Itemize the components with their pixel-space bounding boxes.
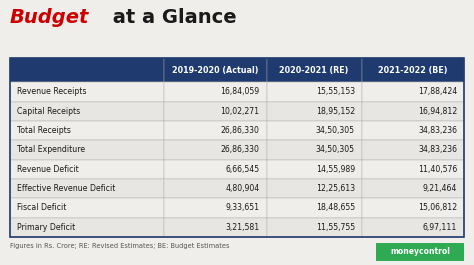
Text: Fiscal Deficit: Fiscal Deficit xyxy=(17,204,66,213)
Text: 9,21,464: 9,21,464 xyxy=(423,184,457,193)
Text: 26,86,330: 26,86,330 xyxy=(220,145,259,154)
Bar xyxy=(10,140,164,160)
Bar xyxy=(164,82,266,101)
Bar xyxy=(266,198,362,218)
Bar xyxy=(266,140,362,160)
Bar xyxy=(10,160,164,179)
Text: 16,84,059: 16,84,059 xyxy=(220,87,259,96)
Bar xyxy=(10,58,164,82)
Bar xyxy=(164,101,266,121)
Bar xyxy=(10,101,164,121)
Text: at a Glance: at a Glance xyxy=(106,8,237,27)
Text: 11,40,576: 11,40,576 xyxy=(418,165,457,174)
Bar xyxy=(164,121,266,140)
Bar xyxy=(10,121,164,140)
Text: Effective Revenue Deficit: Effective Revenue Deficit xyxy=(17,184,115,193)
Bar xyxy=(362,121,464,140)
Text: Budget: Budget xyxy=(10,8,90,27)
Text: Total Receipts: Total Receipts xyxy=(17,126,71,135)
Bar xyxy=(164,58,266,82)
Text: 34,50,305: 34,50,305 xyxy=(316,145,355,154)
Bar xyxy=(362,140,464,160)
Text: 2019-2020 (Actual): 2019-2020 (Actual) xyxy=(172,65,259,74)
Text: 2020-2021 (RE): 2020-2021 (RE) xyxy=(280,65,349,74)
Text: 9,33,651: 9,33,651 xyxy=(225,204,259,213)
Bar xyxy=(164,179,266,198)
Text: 34,83,236: 34,83,236 xyxy=(418,126,457,135)
Bar xyxy=(362,101,464,121)
Text: 2021-2022 (BE): 2021-2022 (BE) xyxy=(378,65,447,74)
Text: 3,21,581: 3,21,581 xyxy=(225,223,259,232)
Text: 11,55,755: 11,55,755 xyxy=(316,223,355,232)
Text: 15,06,812: 15,06,812 xyxy=(418,204,457,213)
Text: 15,55,153: 15,55,153 xyxy=(316,87,355,96)
Text: 18,95,152: 18,95,152 xyxy=(316,107,355,116)
Bar xyxy=(10,58,464,237)
Bar xyxy=(266,58,362,82)
Bar xyxy=(164,218,266,237)
Text: 34,50,305: 34,50,305 xyxy=(316,126,355,135)
Text: 6,66,545: 6,66,545 xyxy=(225,165,259,174)
Bar xyxy=(164,198,266,218)
Bar xyxy=(266,160,362,179)
Text: 6,97,111: 6,97,111 xyxy=(423,223,457,232)
Text: Total Expenditure: Total Expenditure xyxy=(17,145,85,154)
Text: Capital Receipts: Capital Receipts xyxy=(17,107,80,116)
Bar xyxy=(362,198,464,218)
Bar xyxy=(164,160,266,179)
Text: 34,83,236: 34,83,236 xyxy=(418,145,457,154)
Text: 4,80,904: 4,80,904 xyxy=(225,184,259,193)
Bar xyxy=(266,82,362,101)
Bar xyxy=(362,160,464,179)
Text: 26,86,330: 26,86,330 xyxy=(220,126,259,135)
Bar xyxy=(10,179,164,198)
Text: 14,55,989: 14,55,989 xyxy=(316,165,355,174)
Bar xyxy=(362,179,464,198)
Bar xyxy=(266,101,362,121)
Bar xyxy=(164,140,266,160)
Text: Revenue Deficit: Revenue Deficit xyxy=(17,165,79,174)
Bar xyxy=(10,82,164,101)
Bar xyxy=(266,121,362,140)
Text: Revenue Receipts: Revenue Receipts xyxy=(17,87,86,96)
Text: Primary Deficit: Primary Deficit xyxy=(17,223,75,232)
Text: 17,88,424: 17,88,424 xyxy=(418,87,457,96)
Bar xyxy=(266,218,362,237)
Bar xyxy=(266,179,362,198)
Text: Figures in Rs. Crore; RE: Revised Estimates; BE: Budget Estimates: Figures in Rs. Crore; RE: Revised Estima… xyxy=(10,243,229,249)
Bar xyxy=(10,198,164,218)
Bar xyxy=(10,218,164,237)
Text: 18,48,655: 18,48,655 xyxy=(316,204,355,213)
Bar xyxy=(362,82,464,101)
Bar xyxy=(362,58,464,82)
Text: 10,02,271: 10,02,271 xyxy=(220,107,259,116)
Text: moneycontrol: moneycontrol xyxy=(390,248,450,257)
Bar xyxy=(376,243,464,261)
Text: 16,94,812: 16,94,812 xyxy=(418,107,457,116)
Text: 12,25,613: 12,25,613 xyxy=(316,184,355,193)
Bar xyxy=(362,218,464,237)
